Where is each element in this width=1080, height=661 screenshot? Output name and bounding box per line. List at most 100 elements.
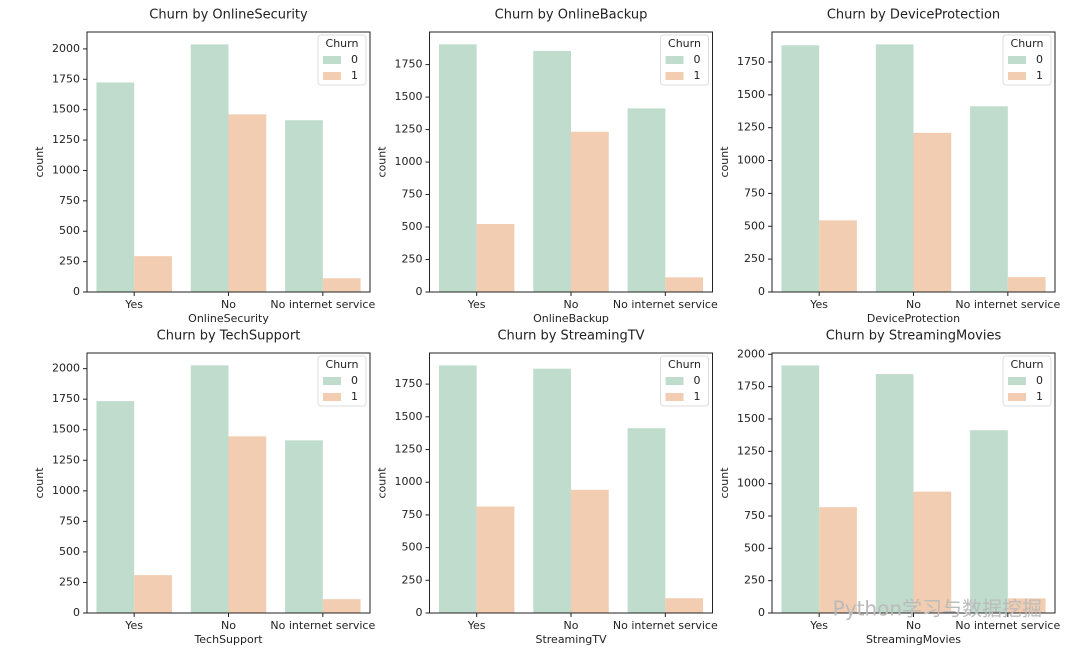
x-tick-label: Yes xyxy=(467,619,486,632)
y-tick-label: 0 xyxy=(73,606,80,619)
bar xyxy=(134,256,172,292)
legend-swatch xyxy=(665,56,684,64)
x-axis-label: OnlineSecurity xyxy=(188,312,269,325)
y-tick-label: 1250 xyxy=(395,443,423,456)
x-axis-label: StreamingMovies xyxy=(866,633,961,646)
y-tick-label: 1500 xyxy=(52,423,80,436)
legend-swatch xyxy=(323,56,341,64)
y-tick-label: 1250 xyxy=(52,453,80,466)
legend-swatch xyxy=(323,72,341,80)
bar xyxy=(781,45,820,293)
legend-title: Churn xyxy=(668,358,701,371)
bar xyxy=(134,575,172,613)
y-tick-label: 250 xyxy=(744,574,765,587)
legend-swatch xyxy=(1008,72,1026,80)
y-tick-label: 1000 xyxy=(395,475,423,488)
y-tick-label: 250 xyxy=(402,253,423,266)
x-tick-label: No internet service xyxy=(270,298,375,311)
axes-frame xyxy=(429,352,713,614)
y-tick-label: 1500 xyxy=(395,410,423,423)
y-tick-label: 1750 xyxy=(395,58,423,71)
y-tick-label: 2000 xyxy=(52,42,80,55)
y-tick-label: 500 xyxy=(59,545,80,558)
y-tick-label: 1750 xyxy=(395,377,423,390)
y-tick-label: 1250 xyxy=(52,133,80,146)
bar xyxy=(476,224,515,292)
y-tick-label: 500 xyxy=(744,219,765,232)
legend-label: 1 xyxy=(1036,69,1043,82)
y-tick-label: 1250 xyxy=(737,444,765,457)
legend-title: Churn xyxy=(668,37,701,50)
x-axis-label: OnlineBackup xyxy=(533,312,609,325)
bar xyxy=(96,82,135,293)
y-tick-label: 0 xyxy=(416,285,423,298)
y-tick-label: 1750 xyxy=(52,72,80,85)
y-tick-label: 1500 xyxy=(395,90,423,103)
legend-title: Churn xyxy=(1011,37,1044,50)
y-tick-label: 500 xyxy=(402,541,423,554)
bar xyxy=(571,489,609,613)
bar xyxy=(190,365,229,613)
y-tick-label: 1000 xyxy=(737,477,765,490)
y-tick-label: 2000 xyxy=(737,347,765,360)
y-tick-label: 750 xyxy=(744,186,765,199)
legend-label: 0 xyxy=(694,374,701,387)
x-tick-label: No internet service xyxy=(613,619,718,632)
bar xyxy=(1007,277,1046,292)
legend-swatch xyxy=(665,393,684,401)
x-tick-label: No internet service xyxy=(270,619,375,632)
bar xyxy=(438,44,477,292)
legend-swatch xyxy=(1008,377,1026,385)
y-tick-label: 250 xyxy=(402,573,423,586)
y-tick-label: 1500 xyxy=(737,88,765,101)
chart-title: Churn by OnlineBackup xyxy=(495,8,648,23)
axes-frame xyxy=(86,31,371,293)
bar xyxy=(96,401,135,613)
bar xyxy=(627,428,666,613)
bar xyxy=(913,491,952,613)
bar xyxy=(665,277,704,292)
y-axis-label: count xyxy=(718,467,731,499)
legend-swatch xyxy=(323,377,341,385)
x-tick-label: Yes xyxy=(124,619,143,632)
y-tick-label: 1250 xyxy=(737,121,765,134)
x-tick-label: Yes xyxy=(467,298,486,311)
x-tick-label: No xyxy=(564,298,579,311)
bar xyxy=(533,50,571,292)
legend-label: 0 xyxy=(1036,53,1043,66)
y-tick-label: 250 xyxy=(59,575,80,588)
y-tick-label: 750 xyxy=(59,514,80,527)
x-axis-label: DeviceProtection xyxy=(867,312,960,325)
y-tick-label: 500 xyxy=(744,541,765,554)
bar xyxy=(476,506,515,613)
y-axis-label: count xyxy=(376,467,389,499)
chart-title: Churn by DeviceProtection xyxy=(827,8,1000,23)
legend-title: Churn xyxy=(326,37,359,50)
bar xyxy=(285,120,323,292)
x-tick-label: No xyxy=(906,619,921,632)
legend-label: 1 xyxy=(694,69,701,82)
bar xyxy=(819,220,857,292)
chart-title: Churn by StreamingTV xyxy=(497,329,644,344)
bar xyxy=(285,440,323,613)
y-tick-label: 250 xyxy=(59,255,80,268)
y-tick-label: 1500 xyxy=(737,412,765,425)
y-axis-label: count xyxy=(33,467,46,499)
y-tick-label: 1000 xyxy=(52,484,80,497)
x-tick-label: No xyxy=(221,298,236,311)
legend-label: 1 xyxy=(694,390,701,403)
x-tick-label: No internet service xyxy=(613,298,718,311)
bar xyxy=(819,507,857,613)
y-tick-label: 1500 xyxy=(52,103,80,116)
legend-swatch xyxy=(1008,393,1026,401)
legend-swatch xyxy=(665,377,684,385)
y-tick-label: 0 xyxy=(758,606,765,619)
y-tick-label: 1750 xyxy=(52,392,80,405)
x-tick-label: Yes xyxy=(809,619,828,632)
chart-title: Churn by OnlineSecurity xyxy=(149,8,308,23)
y-tick-label: 250 xyxy=(744,252,765,265)
y-tick-label: 500 xyxy=(402,220,423,233)
x-tick-label: No internet service xyxy=(955,619,1060,632)
x-tick-label: No xyxy=(221,619,236,632)
y-tick-label: 0 xyxy=(73,285,80,298)
